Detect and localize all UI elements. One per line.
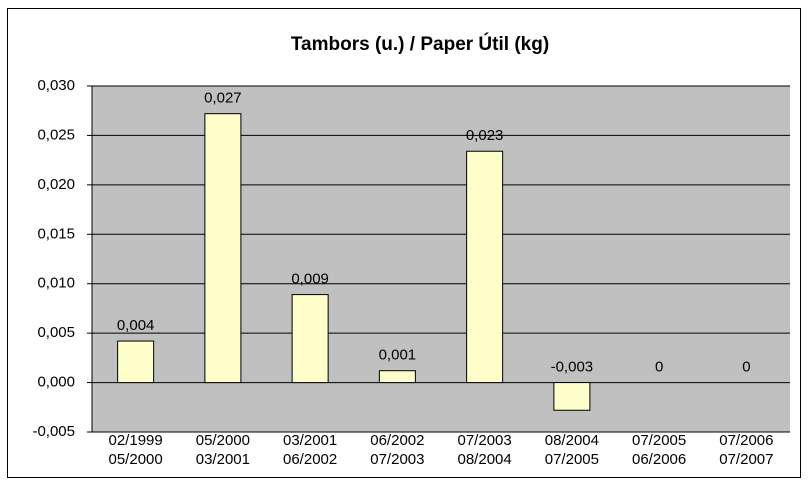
x-tick-label: 06/2006 [632, 451, 686, 468]
y-tick-label: 0,020 [37, 176, 75, 193]
x-tick-label: 07/2007 [719, 451, 773, 468]
value-label: 0,001 [379, 347, 417, 364]
x-tick-label: 03/2001 [196, 451, 250, 468]
x-tick-label: 03/2001 [283, 432, 337, 449]
x-tick-label: 06/2002 [370, 432, 424, 449]
bar [466, 150, 504, 384]
x-tick-label: 07/2003 [458, 432, 512, 449]
x-tick-label: 08/2004 [458, 451, 512, 468]
x-tick-label: 07/2006 [719, 432, 773, 449]
chart-title: Tambors (u.) / Paper Útil (kg) [291, 33, 549, 55]
y-tick-label: 0,030 [37, 77, 75, 94]
plot-area [92, 86, 790, 432]
bar [378, 370, 416, 384]
bar [204, 113, 242, 384]
x-tick-label: 08/2004 [545, 432, 599, 449]
bar [117, 340, 155, 384]
y-tick-label: 0,010 [37, 275, 75, 292]
x-tick-label: 07/2005 [632, 432, 686, 449]
value-label: 0,009 [291, 271, 329, 288]
x-tick-label: 07/2003 [370, 451, 424, 468]
x-tick-label: 05/2000 [109, 451, 163, 468]
x-tick-label: 05/2000 [196, 432, 250, 449]
y-tick-label: 0,025 [37, 126, 75, 143]
x-tick-label: 06/2002 [283, 451, 337, 468]
value-label: 0 [655, 359, 663, 376]
x-tick-label: 02/1999 [109, 432, 163, 449]
value-label: 0,027 [204, 90, 242, 107]
y-tick-label: 0,005 [37, 324, 75, 341]
y-tick-label: -0,005 [32, 423, 75, 440]
bar [553, 382, 591, 411]
value-label: -0,003 [551, 359, 594, 376]
y-tick-label: 0,015 [37, 225, 75, 242]
bar [291, 294, 329, 384]
value-label: 0,004 [117, 317, 155, 334]
x-tick-label: 07/2005 [545, 451, 599, 468]
value-label: 0,023 [466, 127, 504, 144]
y-tick-label: 0,000 [37, 374, 75, 391]
value-label: 0 [742, 359, 750, 376]
